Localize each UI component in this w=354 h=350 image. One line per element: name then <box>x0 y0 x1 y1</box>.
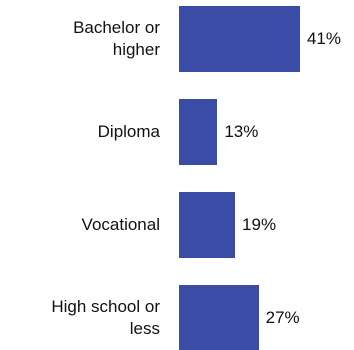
category-label: High school or less <box>51 297 160 338</box>
value-label: 41% <box>306 29 341 48</box>
bar <box>179 6 300 72</box>
value-label: 19% <box>242 215 277 234</box>
bar <box>179 285 259 350</box>
category-label: Diploma <box>97 122 160 141</box>
value-label: 13% <box>224 122 259 141</box>
bar <box>179 99 218 165</box>
bar <box>179 192 236 258</box>
category-label: Vocational <box>81 215 160 234</box>
value-label: 27% <box>265 308 300 327</box>
category-label: Bachelor or higher <box>73 18 160 59</box>
